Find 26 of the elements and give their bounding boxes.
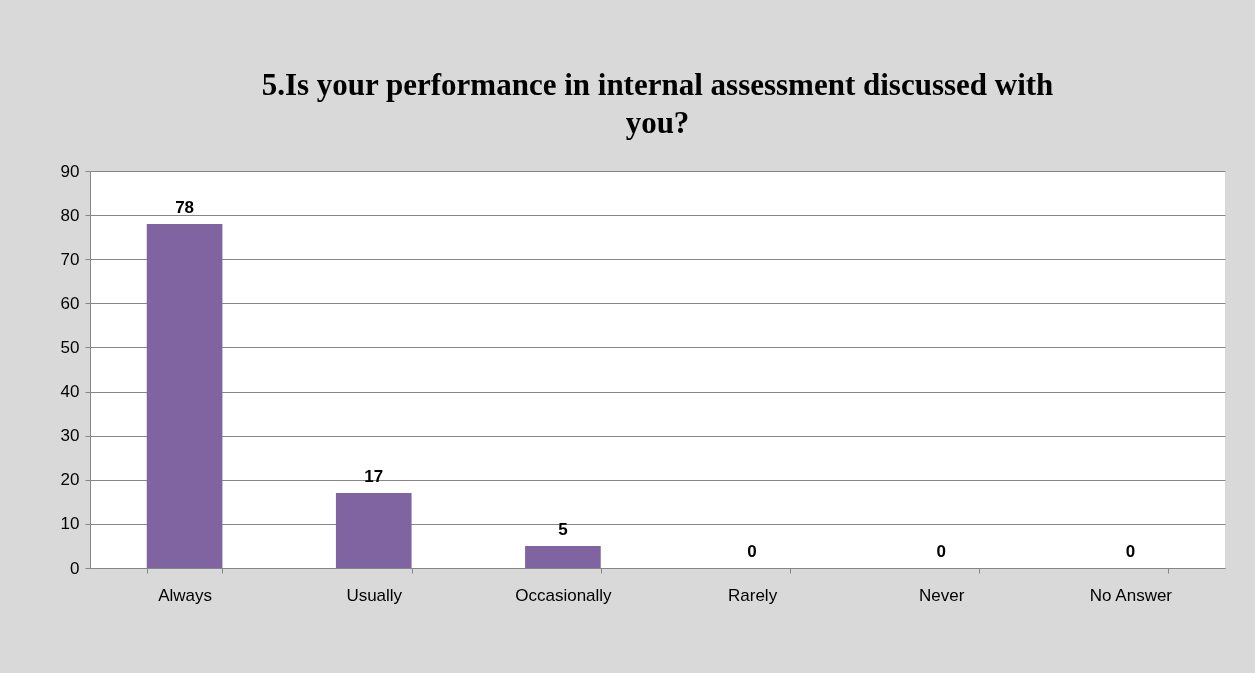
data-label: 78 <box>175 197 195 217</box>
data-label: 17 <box>364 467 384 487</box>
bar <box>146 223 223 568</box>
y-tick-label: 60 <box>60 293 80 313</box>
chart-title: 5.Is your performance in internal assessment discussed with you? <box>261 67 1054 140</box>
data-label: 0 <box>936 542 946 561</box>
bar <box>525 545 601 568</box>
y-tick-label: 10 <box>60 514 80 534</box>
x-tick-label: No Answer <box>1089 585 1173 605</box>
y-tick-label: 50 <box>60 337 80 357</box>
y-tick-label: 80 <box>60 205 80 225</box>
y-tick-label: 20 <box>60 470 80 490</box>
y-tick-label: 30 <box>60 426 80 446</box>
y-tick-label: 40 <box>60 382 80 402</box>
bar <box>335 493 412 568</box>
x-tick-label: Usually <box>346 585 403 605</box>
x-tick-label: Occasionally <box>515 585 613 605</box>
data-label: 0 <box>747 542 757 561</box>
x-tick-label: Always <box>158 585 213 605</box>
y-tick-label: 70 <box>60 249 80 269</box>
data-label: 0 <box>1125 542 1136 561</box>
data-label: 5 <box>558 519 568 539</box>
y-tick-label: 90 <box>60 161 80 181</box>
x-tick-label: Never <box>919 585 965 605</box>
y-tick-label: 0 <box>70 558 80 578</box>
x-tick-label: Rarely <box>728 585 778 605</box>
